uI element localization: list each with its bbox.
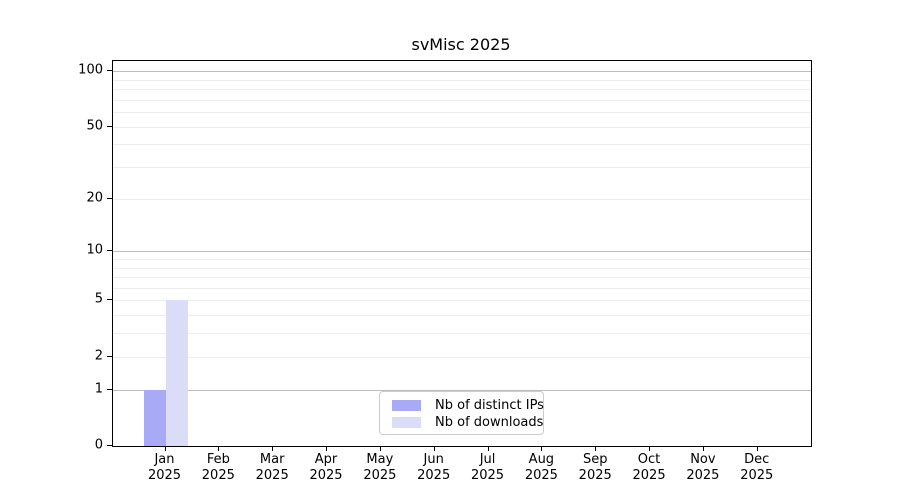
legend-entry-distinct-ips: Nb of distinct IPs: [392, 397, 544, 414]
y-tick-label-10: 10: [86, 242, 103, 258]
x-tick-mark-mar: [272, 446, 274, 451]
gridline-minor-4: [113, 315, 811, 317]
x-tick-label-jun: Jun 2025: [417, 452, 451, 483]
y-tick-mark-10: [107, 250, 112, 252]
gridline-minor-60: [113, 112, 811, 114]
gridline-minor-30: [113, 167, 811, 169]
legend-label-downloads: Nb of downloads: [435, 415, 544, 430]
y-tick-label-5: 5: [94, 291, 103, 307]
y-tick-mark-100: [107, 70, 112, 72]
y-tick-mark-50: [107, 125, 112, 127]
bar-nb-of-downloads-jan: [165, 300, 188, 446]
gridline-major-1: [113, 389, 811, 391]
y-tick-mark-5: [107, 299, 112, 301]
gridline-minor-40: [113, 144, 811, 146]
x-tick-label-dec: Dec 2025: [740, 452, 774, 483]
gridline-minor-80: [113, 89, 811, 91]
gridline-major-10: [113, 251, 811, 253]
y-tick-mark-0: [107, 445, 112, 446]
x-tick-label-sep: Sep 2025: [578, 452, 612, 483]
chart-title: svMisc 2025: [411, 35, 511, 54]
legend-swatch-distinct-ips: [392, 400, 421, 411]
x-tick-label-jul: Jul 2025: [470, 452, 505, 483]
plot-area: Nb of distinct IPs Nb of downloads: [112, 60, 812, 447]
x-tick-label-aug: Aug 2025: [524, 452, 558, 483]
gridline-major-100: [113, 71, 811, 73]
x-tick-mark-dec: [756, 446, 758, 451]
x-tick-mark-may: [379, 446, 381, 451]
legend-entry-downloads: Nb of downloads: [392, 414, 543, 431]
x-tick-mark-feb: [218, 446, 220, 451]
gridline-minor-6: [113, 287, 811, 289]
y-tick-label-20: 20: [86, 190, 103, 206]
y-tick-mark-20: [107, 197, 112, 199]
x-tick-mark-aug: [541, 446, 543, 451]
x-tick-mark-jun: [433, 446, 435, 451]
gridline-minor-70: [113, 99, 811, 101]
gridline-minor-9: [113, 258, 811, 260]
y-tick-mark-2: [107, 355, 112, 357]
x-tick-label-nov: Nov 2025: [686, 452, 720, 483]
x-tick-label-oct: Oct 2025: [632, 452, 666, 483]
y-tick-label-1: 1: [94, 381, 103, 397]
y-tick-mark-1: [107, 388, 112, 390]
x-tick-mark-nov: [702, 446, 704, 451]
bar-nb-of-distinct-ips-jan: [143, 389, 166, 446]
x-tick-label-mar: Mar 2025: [255, 452, 289, 483]
y-tick-label-2: 2: [94, 348, 103, 364]
gridline-minor-50: [113, 126, 811, 128]
gridline-minor-20: [113, 198, 811, 200]
gridline-minor-3: [113, 333, 811, 335]
gridline-minor-90: [113, 79, 811, 81]
x-tick-label-may: May 2025: [363, 452, 397, 483]
x-tick-mark-sep: [595, 446, 597, 451]
x-tick-label-jan: Jan 2025: [147, 452, 182, 483]
y-tick-label-0: 0: [94, 437, 103, 453]
x-tick-label-feb: Feb 2025: [201, 452, 235, 483]
gridline-minor-7: [113, 277, 811, 279]
legend-label-distinct-ips: Nb of distinct IPs: [435, 398, 544, 413]
y-tick-label-50: 50: [86, 118, 103, 134]
x-tick-mark-oct: [649, 446, 651, 451]
x-tick-label-apr: Apr 2025: [309, 452, 343, 483]
x-tick-mark-apr: [326, 446, 328, 451]
gridline-minor-2: [113, 356, 811, 358]
gridline-minor-5: [113, 300, 811, 302]
legend: Nb of distinct IPs Nb of downloads: [379, 391, 544, 435]
y-tick-label-100: 100: [78, 62, 103, 78]
legend-swatch-downloads: [392, 417, 421, 428]
gridline-minor-8: [113, 267, 811, 269]
x-tick-mark-jul: [487, 446, 489, 451]
x-tick-mark-jan: [164, 446, 166, 451]
